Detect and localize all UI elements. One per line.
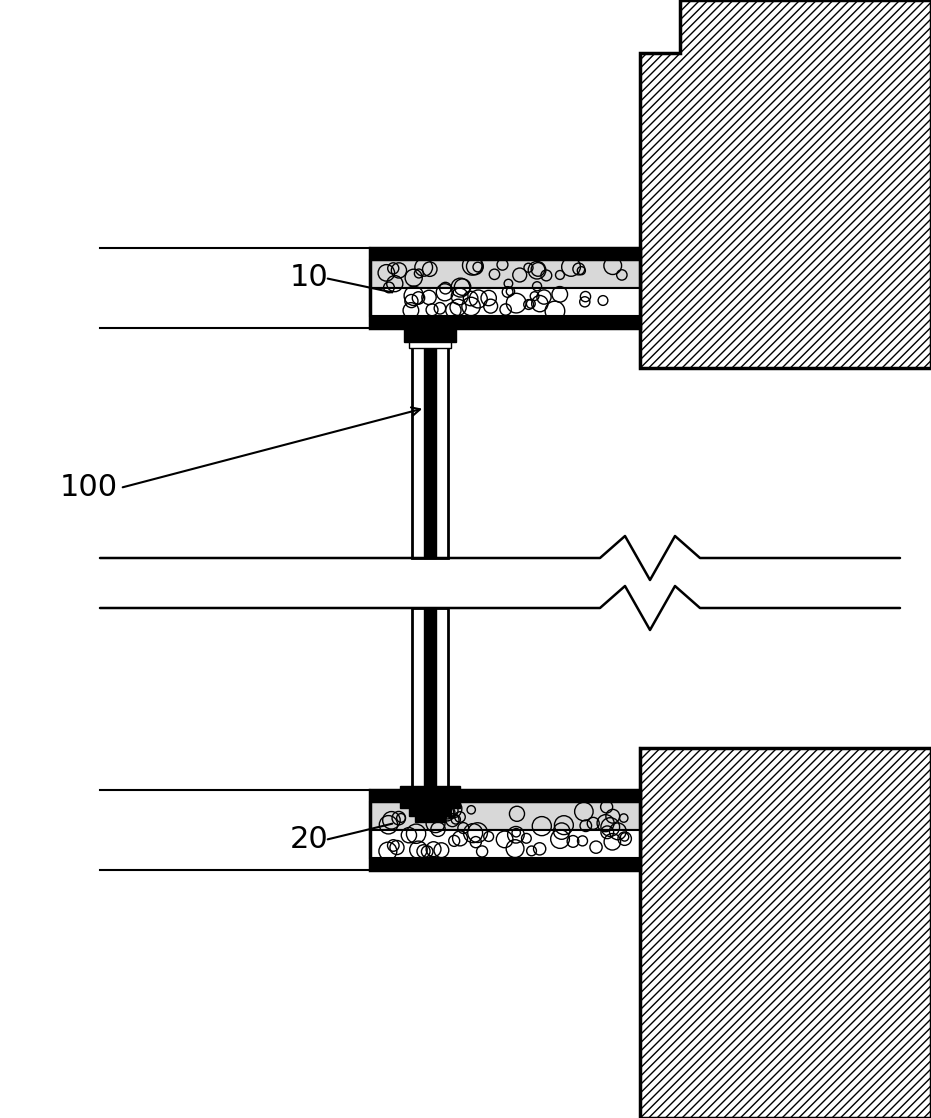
- Bar: [370, 790, 640, 870]
- Bar: [370, 248, 640, 260]
- Bar: [409, 808, 451, 816]
- Bar: [370, 858, 640, 870]
- Bar: [370, 830, 640, 858]
- Bar: [412, 608, 448, 790]
- Bar: [370, 260, 640, 288]
- Bar: [370, 288, 640, 316]
- Bar: [370, 248, 640, 328]
- Bar: [370, 790, 640, 802]
- Bar: [415, 816, 445, 822]
- Text: 10: 10: [290, 264, 329, 293]
- Bar: [424, 608, 436, 790]
- Bar: [412, 328, 448, 558]
- Polygon shape: [640, 0, 931, 368]
- Bar: [404, 324, 456, 342]
- Text: 20: 20: [290, 825, 329, 854]
- Bar: [410, 342, 451, 348]
- Bar: [640, 748, 931, 1118]
- Text: 100: 100: [60, 474, 118, 502]
- Bar: [370, 802, 640, 830]
- Bar: [400, 786, 460, 808]
- Bar: [370, 316, 640, 328]
- Bar: [424, 328, 436, 558]
